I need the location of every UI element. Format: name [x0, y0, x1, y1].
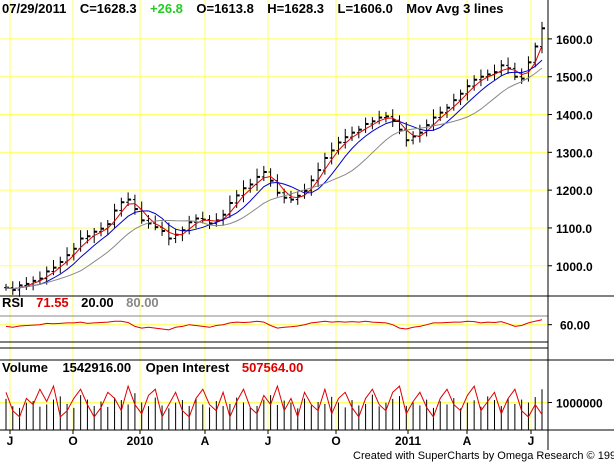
price-bar [343, 128, 349, 149]
rsi-value: 71.55 [36, 295, 69, 310]
volume-value: 1542916.00 [62, 360, 131, 375]
rsi-low-level: 20.00 [81, 295, 114, 310]
footer-credit: Created with SuperCharts by Omega Resear… [353, 450, 614, 462]
time-axis: J O 2010 A J O 2011 A J [7, 430, 535, 448]
price-bar [24, 277, 30, 290]
time-tick-label: 2010 [127, 434, 154, 448]
price-bar [268, 168, 274, 187]
price-bar [512, 62, 518, 81]
header-open: O=1613.8 [196, 1, 253, 16]
time-tick-label: J [7, 434, 14, 448]
price-axis: 1600.0 1500.0 1400.0 1300.0 1200.0 1100.0 1000… [548, 33, 593, 274]
moving-average-lines [5, 45, 543, 290]
time-tick-label: A [463, 434, 472, 448]
open-interest-line [5, 384, 543, 419]
volume-tick-label: 1000000 [556, 397, 603, 411]
price-tick-label: 1200.0 [556, 184, 593, 198]
price-tick-label: 1500.0 [556, 71, 593, 85]
price-bar [119, 197, 125, 217]
time-tick-label: O [331, 434, 340, 448]
price-bar [397, 115, 403, 135]
header-change: +26.8 [150, 1, 183, 16]
header-close: C=1628.3 [80, 1, 137, 16]
time-tick-label: O [68, 434, 77, 448]
ma-fast-line [5, 45, 543, 290]
price-tick-label: 1400.0 [556, 109, 593, 123]
volume-label: Volume [2, 360, 48, 375]
rsi-header: RSI 71.55 20.00 80.00 [2, 294, 159, 311]
price-bar [478, 69, 484, 87]
open-interest-label: Open Interest [146, 360, 230, 375]
rsi-panel [0, 315, 548, 343]
rsi-line [5, 319, 543, 331]
price-bar [98, 222, 104, 237]
price-bar [132, 194, 138, 215]
chart-background [0, 0, 548, 450]
ma-slow-line [5, 67, 543, 290]
time-tick-label: A [201, 434, 210, 448]
price-bar [329, 142, 335, 165]
price-bar [10, 281, 16, 295]
price-tick-label: 1600.0 [556, 33, 593, 47]
rsi-label: RSI [2, 295, 24, 310]
rsi-high-level: 80.00 [126, 295, 159, 310]
header-low: L=1606.0 [338, 1, 393, 16]
price-bar [17, 281, 23, 297]
volume-axis: 1000000 [548, 397, 603, 411]
price-bar [383, 111, 389, 123]
grid-lines [0, 0, 548, 430]
price-bar [261, 165, 267, 182]
rsi-tick-label: 60.00 [560, 319, 590, 333]
volume-panel [5, 384, 543, 430]
header-study: Mov Avg 3 lines [406, 1, 503, 16]
time-tick-label: 2011 [395, 434, 421, 448]
price-bar [356, 125, 362, 139]
rsi-axis: 60.00 [548, 319, 590, 333]
price-bar [248, 178, 254, 193]
price-tick-label: 1300.0 [556, 146, 593, 160]
header-date: 07/29/2011 [2, 1, 66, 16]
axes [0, 0, 614, 450]
price-bar [112, 203, 118, 229]
time-tick-label: J [528, 434, 535, 448]
ma-mid-line [5, 59, 543, 290]
price-bars [4, 21, 545, 297]
price-bar [411, 131, 417, 145]
price-tick-label: 1000.0 [556, 260, 593, 274]
price-bar [370, 117, 376, 130]
price-tick-label: 1100.0 [556, 222, 592, 236]
header-line: 07/29/2011 C=1628.3 +26.8 O=1613.8 H=162… [2, 0, 504, 17]
time-tick-label: J [265, 434, 272, 448]
header-high: H=1628.3 [267, 1, 324, 16]
open-interest-value: 507564.00 [242, 360, 303, 375]
volume-header: Volume 1542916.00 Open Interest 507564.0… [2, 359, 303, 376]
price-bar [472, 75, 478, 91]
